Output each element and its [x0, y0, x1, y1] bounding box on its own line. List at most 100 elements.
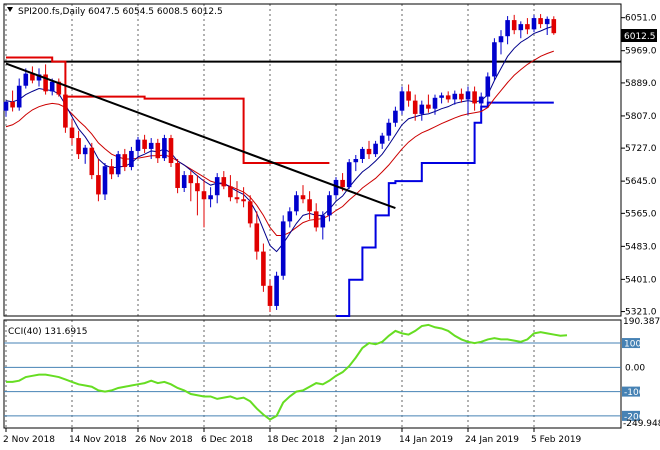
price-tick-label: 5321.0 [625, 308, 657, 318]
date-label: 26 Nov 2018 [135, 435, 193, 445]
candle-bull [16, 85, 22, 108]
candle-bear [406, 91, 411, 101]
candle-bull [373, 143, 378, 155]
candle-bear [228, 186, 233, 198]
candle-bear [30, 73, 35, 81]
candle-bear [76, 138, 81, 155]
candle-bull [393, 110, 398, 123]
candle-bear [511, 20, 517, 31]
candle-bear [307, 199, 312, 212]
candle-bull [465, 91, 471, 100]
blue-stop-line [336, 101, 554, 317]
chart-menu-triangle-icon[interactable] [7, 7, 13, 12]
descending-trendline [5, 62, 396, 210]
candle-bull [485, 76, 491, 97]
candle-bear [551, 19, 557, 34]
candle-bull [82, 147, 88, 155]
candle-bull [439, 95, 444, 98]
candle-bear [188, 175, 194, 184]
vertical-grid [5, 4, 535, 428]
candle-bull [294, 195, 299, 212]
candle-bear [426, 104, 431, 109]
red-stop-segment [6, 56, 330, 165]
candle-bull [492, 42, 497, 77]
candle-bear [109, 166, 114, 175]
cci-max-label: 190.3877 [623, 317, 660, 327]
candle-bull [274, 275, 279, 306]
candle-bear [10, 101, 15, 108]
candle-bear [366, 148, 372, 155]
cci-level-label: -200 [624, 412, 645, 422]
candle-bull [518, 24, 524, 31]
price-tick-label: 5483.0 [625, 242, 657, 252]
candle-bull [148, 142, 154, 149]
candles [3, 14, 557, 312]
date-label: 5 Feb 2019 [531, 435, 582, 445]
chart-title: SPI200.fs,Daily 6047.5 6054.5 6008.5 601… [18, 7, 223, 17]
price-tick-label: 5727.0 [625, 144, 657, 154]
candle-bear [267, 285, 273, 306]
date-label: 24 Jan 2019 [465, 435, 519, 445]
candle-bull [346, 162, 352, 188]
candle-bear [313, 211, 319, 228]
date-label: 14 Nov 2018 [69, 435, 127, 445]
candle-bull [36, 74, 42, 81]
candle-bull [181, 175, 187, 188]
price-tick-label: 5807.0 [625, 112, 657, 122]
date-label: 14 Jan 2019 [399, 435, 453, 445]
candle-bear [340, 179, 345, 188]
price-tick-label: 5889.0 [625, 79, 657, 89]
candle-bear [445, 95, 451, 100]
candle-bear [195, 183, 200, 192]
candle-bull [208, 195, 213, 200]
cci-line [6, 323, 568, 421]
candle-bull [333, 179, 339, 196]
date-label: 2 Nov 2018 [3, 435, 55, 445]
candle-bull [386, 122, 392, 136]
red-stop-line [6, 56, 330, 165]
cci-level-box [622, 338, 640, 349]
date-label: 2 Jan 2019 [333, 435, 381, 445]
candle-bull [360, 148, 365, 159]
candle-bear [96, 175, 101, 195]
candle-bear [300, 195, 306, 200]
candle-bull [135, 139, 141, 151]
cci-level-box [622, 410, 640, 421]
candle-bull [432, 97, 438, 109]
candle-bull [452, 93, 458, 100]
candle-bull [327, 195, 332, 216]
last-price-box [621, 29, 657, 42]
cci-axis: 190.3877 100 0.00 -100 -200-249.948 [622, 317, 660, 429]
candle-bear [234, 197, 240, 200]
candle-bull [3, 101, 9, 111]
candle-bull [498, 36, 504, 43]
candle-bear [412, 100, 418, 114]
candle-bear [247, 201, 253, 224]
candle-bear [89, 147, 95, 176]
candle-bear [241, 199, 246, 202]
ema-fast-line [5, 25, 554, 253]
cci-level-label: 100 [624, 340, 641, 350]
candle-bear [261, 251, 266, 286]
blue-stop-segment [336, 101, 554, 317]
price-tick-label: 5401.0 [625, 275, 657, 285]
candle-bull [214, 177, 220, 196]
price-tick-label: 5969.0 [625, 47, 657, 57]
candle-bear [459, 93, 464, 100]
ema-slow-line [5, 50, 554, 236]
candle-bear [525, 24, 530, 30]
candle-bull [23, 73, 29, 86]
candle-bear [63, 94, 68, 128]
candle-bull [162, 138, 167, 159]
price-panel-frame [3, 3, 622, 317]
candle-bull [49, 81, 55, 92]
candle-bull [320, 215, 326, 228]
candle-bear [56, 81, 62, 95]
candle-bull [399, 91, 405, 111]
candle-bull [505, 20, 510, 37]
candle-bull [129, 150, 134, 168]
cci-level-label: 0.00 [625, 363, 645, 373]
candle-bear [254, 223, 260, 252]
